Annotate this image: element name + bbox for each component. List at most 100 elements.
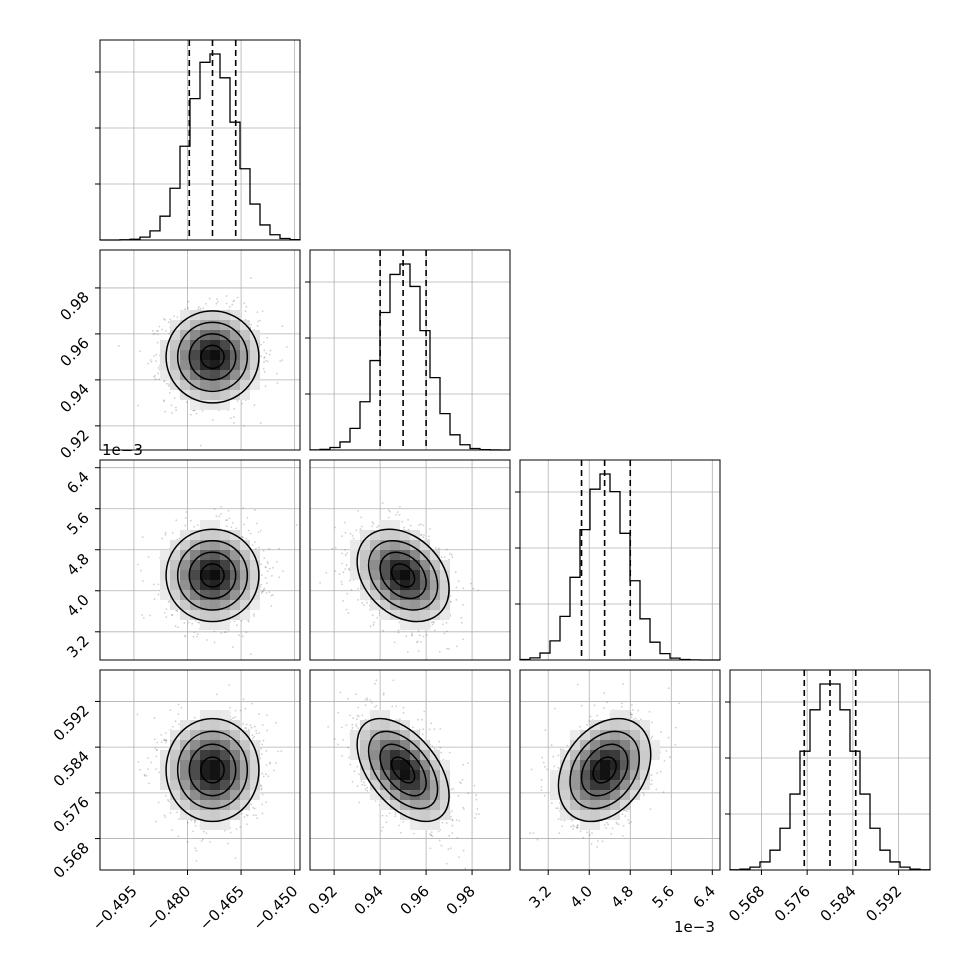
scatter-point [451, 556, 454, 559]
density-cell [400, 550, 410, 560]
scatter-point [142, 617, 145, 619]
density-cell [170, 560, 180, 570]
scatter-point [409, 524, 412, 527]
density-cell [180, 360, 190, 370]
scatter-point [438, 547, 440, 550]
scatter-point [163, 612, 166, 614]
scatter-point [117, 345, 120, 347]
scatter-point [228, 305, 231, 308]
scatter-point [165, 330, 168, 332]
scatter-point [236, 296, 239, 299]
density-cell [200, 620, 210, 630]
density-cell [200, 380, 210, 390]
scatter-point [372, 624, 375, 626]
density-cell [380, 580, 390, 590]
scatter-point [154, 378, 157, 381]
scatter-point [407, 518, 409, 521]
density-cell [400, 600, 410, 610]
scatter-point [266, 582, 268, 584]
hist-frame-2 [519, 459, 721, 661]
scatter-point [350, 589, 353, 591]
density-cell [210, 600, 220, 610]
scatter-point [176, 452, 178, 454]
scatter-point [264, 577, 267, 579]
scatter-point [177, 626, 179, 629]
scatter-point [361, 602, 363, 604]
scatter-point [266, 561, 269, 563]
density-cell [190, 330, 200, 340]
density-cell [240, 570, 250, 580]
scatter-point [213, 630, 216, 633]
scatter-point [347, 612, 350, 615]
density-cell [200, 610, 210, 620]
scatter-point [454, 571, 457, 574]
density-cell [210, 550, 220, 560]
scatter-point [170, 614, 173, 616]
scatter-point [344, 568, 347, 570]
scatter-point [258, 546, 260, 549]
scatter-point [195, 620, 197, 622]
density-cell [200, 320, 210, 330]
scatter-point [441, 623, 444, 626]
scatter-point [201, 838, 204, 841]
scatter-point [422, 635, 425, 638]
scatter-point [411, 634, 414, 637]
contour-2-0-2 [176, 540, 249, 611]
contour-1-0-1 [188, 333, 237, 381]
scatter-point [220, 505, 223, 508]
density-cell [400, 530, 410, 540]
scatter-point [158, 378, 161, 380]
scatter-point [241, 402, 244, 405]
density-cell [390, 570, 400, 580]
scatter-point [331, 547, 334, 550]
contour-2-1-2 [367, 540, 439, 611]
scatter-point [165, 739, 168, 742]
density-cell [230, 390, 240, 400]
scatter-point [216, 300, 219, 303]
density-cell [420, 620, 430, 630]
density-cell [180, 370, 190, 380]
density-cell [420, 590, 430, 600]
scatter-panel-2-1 [310, 460, 510, 660]
density-cell [200, 350, 210, 360]
scatter-point [411, 632, 413, 635]
scatter-point [175, 609, 178, 612]
scatter-point [220, 513, 223, 515]
density-cell [170, 320, 180, 330]
density-cell [200, 310, 210, 320]
panel-frame-2-1 [309, 459, 511, 661]
density-cell [190, 550, 200, 560]
scatter-point [242, 507, 245, 509]
scatter-point [366, 601, 369, 604]
density-cell [240, 370, 250, 380]
density-cell [360, 540, 370, 550]
density-cell [200, 390, 210, 400]
scatter-point [155, 330, 158, 332]
density-cell [200, 550, 210, 560]
scatter-point [338, 573, 341, 575]
density-cell [240, 610, 250, 620]
scatter-point [378, 609, 381, 612]
scatter-point [278, 547, 280, 550]
density-cell [180, 310, 190, 320]
scatter-point [278, 576, 281, 579]
scatter-point [137, 563, 139, 566]
scatter-point [403, 526, 405, 529]
density-cell [210, 400, 220, 410]
scatter-point [170, 404, 173, 407]
scatter-point [399, 506, 401, 508]
density-cell [180, 340, 190, 350]
density-cell [190, 610, 200, 620]
scatter-point [250, 323, 253, 326]
scatter-point [157, 367, 160, 369]
scatter-point [233, 416, 235, 419]
density-cell [180, 320, 190, 330]
density-cell [160, 340, 170, 350]
scatter-point [184, 308, 186, 311]
scatter-point [169, 318, 172, 321]
scatter-point [270, 594, 273, 597]
density-cell [230, 320, 240, 330]
scatter-point [175, 409, 178, 412]
scatter-point [163, 399, 166, 402]
